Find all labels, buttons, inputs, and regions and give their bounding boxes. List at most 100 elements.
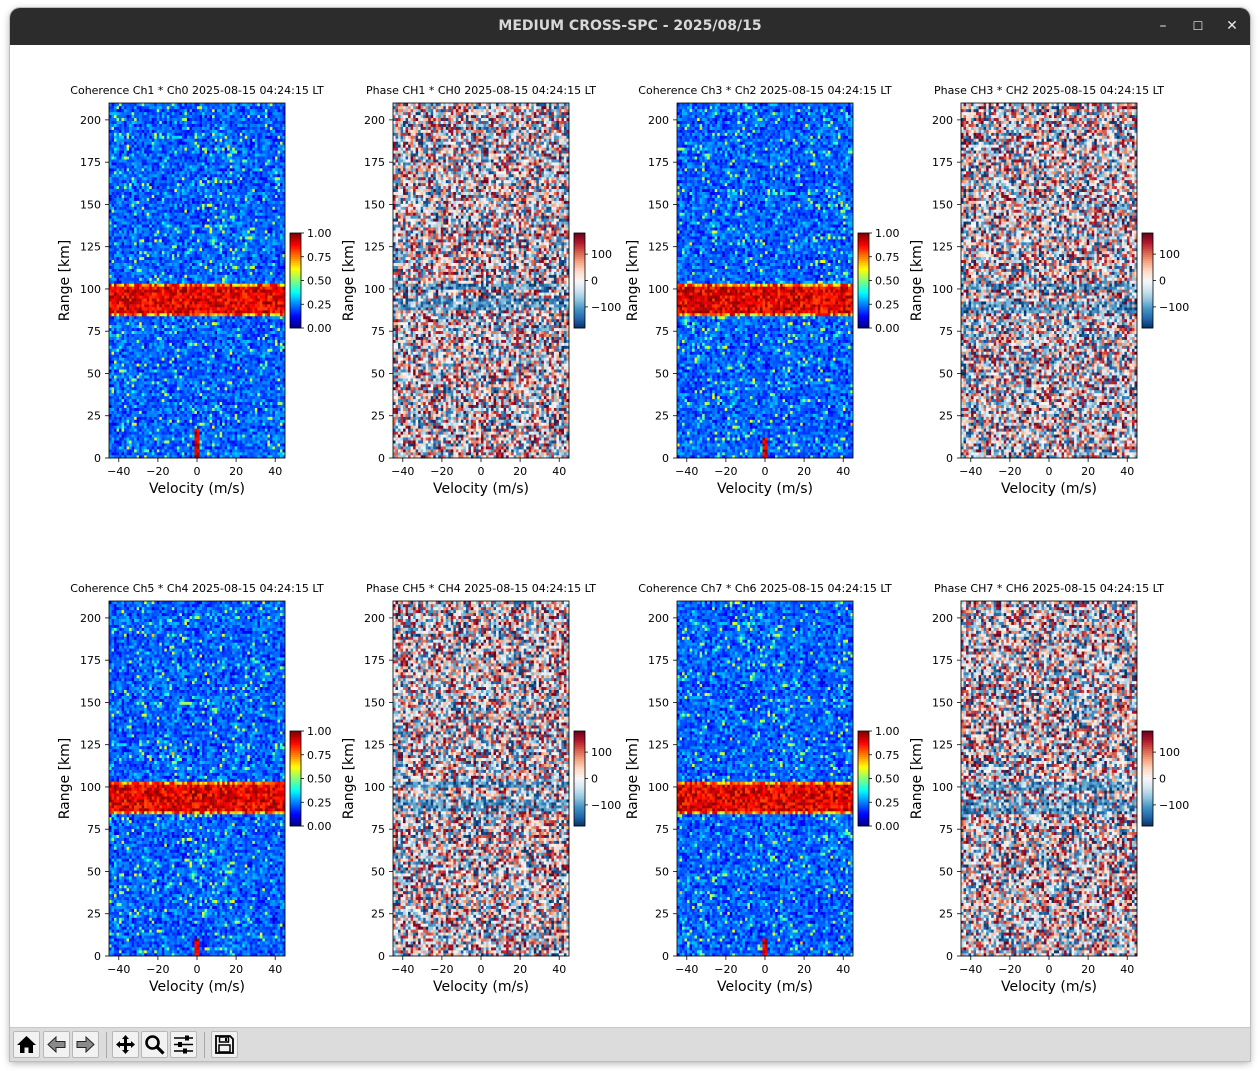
- heatmap-image: [393, 103, 569, 458]
- y-tick-label: 125: [80, 739, 101, 752]
- y-tick-label: 75: [371, 823, 385, 836]
- y-tick-label: 75: [371, 325, 385, 338]
- y-tick-label: 50: [371, 367, 385, 380]
- y-tick-label: 150: [648, 696, 669, 709]
- y-tick-label: 25: [939, 410, 953, 423]
- x-tick-label: −40: [391, 465, 414, 478]
- colorbar-tick-label: 0.50: [307, 275, 332, 288]
- subplot-coherence-1[interactable]: Coherence Ch1 * Ch0 2025-08-15 04:24:15 …: [57, 84, 332, 497]
- y-tick-label: 125: [932, 739, 953, 752]
- y-tick-label: 125: [932, 241, 953, 254]
- colorbar-tick-label: 0.25: [875, 298, 900, 311]
- colorbar-tick-label: 0.00: [875, 322, 900, 335]
- subplot-title: Phase CH1 * CH0 2025-08-15 04:24:15 LT: [366, 84, 596, 97]
- subplot-coherence-3[interactable]: Coherence Ch3 * Ch2 2025-08-15 04:24:15 …: [625, 84, 900, 497]
- subplot-phase-8[interactable]: Phase CH7 * CH6 2025-08-15 04:24:15 LT−4…: [909, 582, 1189, 995]
- y-tick-label: 25: [655, 908, 669, 921]
- y-tick-label: 175: [364, 654, 385, 667]
- subplot-title: Coherence Ch1 * Ch0 2025-08-15 04:24:15 …: [70, 84, 324, 97]
- subplot-title: Coherence Ch5 * Ch4 2025-08-15 04:24:15 …: [70, 582, 324, 595]
- minimize-button[interactable]: –: [1148, 8, 1178, 45]
- x-axis-label: Velocity (m/s): [433, 979, 529, 995]
- heatmap-image: [109, 601, 285, 956]
- save-button[interactable]: [211, 1031, 238, 1058]
- colorbar-tick-label: 0.25: [307, 796, 332, 809]
- maximize-button[interactable]: ☐: [1183, 8, 1213, 45]
- y-tick-label: 100: [80, 781, 101, 794]
- colorbar-tick-label: 100: [1159, 746, 1180, 759]
- subplot-phase-4[interactable]: Phase CH3 * CH2 2025-08-15 04:24:15 LT−4…: [909, 84, 1189, 497]
- colorbar-tick-label: 0.50: [875, 275, 900, 288]
- x-tick-label: 0: [762, 963, 769, 976]
- y-tick-label: 200: [932, 612, 953, 625]
- x-axis-label: Velocity (m/s): [717, 979, 813, 995]
- y-tick-label: 0: [662, 452, 669, 465]
- y-axis-label: Range [km]: [341, 738, 357, 820]
- heatmap-image: [961, 601, 1137, 956]
- forward-button[interactable]: [72, 1031, 99, 1058]
- heatmap-image: [677, 601, 853, 956]
- zoom-button[interactable]: [141, 1031, 168, 1058]
- y-tick-label: 125: [648, 241, 669, 254]
- subplot-coherence-7[interactable]: Coherence Ch7 * Ch6 2025-08-15 04:24:15 …: [625, 582, 900, 995]
- navigation-toolbar: [10, 1027, 1250, 1061]
- subplot-title: Coherence Ch3 * Ch2 2025-08-15 04:24:15 …: [638, 84, 892, 97]
- x-tick-label: 20: [229, 963, 243, 976]
- y-tick-label: 125: [364, 241, 385, 254]
- y-tick-label: 25: [87, 908, 101, 921]
- colorbar-tick-label: 1.00: [875, 725, 900, 738]
- configure-subplots-button[interactable]: [170, 1031, 197, 1058]
- y-tick-label: 25: [939, 908, 953, 921]
- y-tick-label: 175: [364, 156, 385, 169]
- y-tick-label: 100: [364, 781, 385, 794]
- y-tick-label: 25: [371, 908, 385, 921]
- x-tick-label: 20: [1081, 465, 1095, 478]
- x-tick-label: 0: [194, 465, 201, 478]
- y-tick-label: 0: [946, 452, 953, 465]
- subplot-title: Coherence Ch7 * Ch6 2025-08-15 04:24:15 …: [638, 582, 892, 595]
- y-tick-label: 150: [80, 198, 101, 211]
- subplot-title: Phase CH7 * CH6 2025-08-15 04:24:15 LT: [934, 582, 1164, 595]
- colorbar-tick-label: 0.75: [875, 749, 900, 762]
- x-tick-label: 0: [1046, 465, 1053, 478]
- x-tick-label: 40: [552, 963, 566, 976]
- subplot-phase-2[interactable]: Phase CH1 * CH0 2025-08-15 04:24:15 LT −4…: [341, 84, 621, 497]
- close-button[interactable]: ✕: [1217, 8, 1247, 45]
- y-tick-label: 100: [648, 283, 669, 296]
- y-axis-label: Range [km]: [341, 240, 357, 322]
- back-button[interactable]: [43, 1031, 70, 1058]
- x-tick-label: −40: [107, 465, 130, 478]
- x-tick-label: −20: [714, 465, 737, 478]
- colorbar-tick-label: −100: [591, 301, 621, 314]
- x-axis-label: Velocity (m/s): [149, 481, 245, 497]
- title-bar[interactable]: MEDIUM CROSS-SPC - 2025/08/15 – ☐ ✕: [10, 8, 1250, 45]
- figure-canvas[interactable]: Coherence Ch1 * Ch0 2025-08-15 04:24:15 …: [10, 45, 1250, 1027]
- y-tick-label: 50: [371, 865, 385, 878]
- subplot-title: Phase CH5 * CH4 2025-08-15 04:24:15 LT: [366, 582, 596, 595]
- y-tick-label: 0: [94, 452, 101, 465]
- colorbar-tick-label: 1.00: [307, 725, 332, 738]
- colorbar-tick-label: 0: [591, 275, 598, 288]
- pan-button[interactable]: [112, 1031, 139, 1058]
- y-tick-label: 50: [655, 865, 669, 878]
- x-tick-label: 20: [1081, 963, 1095, 976]
- y-tick-label: 50: [655, 367, 669, 380]
- colorbar-tick-label: 0.00: [875, 820, 900, 833]
- home-button[interactable]: [13, 1031, 40, 1058]
- y-axis-label: Range [km]: [625, 738, 641, 820]
- subplot-phase-6[interactable]: Phase CH5 * CH4 2025-08-15 04:24:15 LT−4…: [341, 582, 621, 995]
- y-tick-label: 150: [932, 696, 953, 709]
- subplot-coherence-5[interactable]: Coherence Ch5 * Ch4 2025-08-15 04:24:15 …: [57, 582, 332, 995]
- save-icon: [214, 1034, 235, 1055]
- x-tick-label: 40: [268, 963, 282, 976]
- x-tick-label: 20: [797, 465, 811, 478]
- colorbar-tick-label: 0.75: [875, 251, 900, 264]
- x-tick-label: 40: [1120, 465, 1134, 478]
- x-tick-label: −40: [675, 963, 698, 976]
- y-tick-label: 0: [94, 950, 101, 963]
- x-tick-label: 20: [229, 465, 243, 478]
- x-tick-label: −20: [430, 465, 453, 478]
- colorbar: 0.000.250.500.751.00: [858, 227, 900, 335]
- x-tick-label: −20: [998, 963, 1021, 976]
